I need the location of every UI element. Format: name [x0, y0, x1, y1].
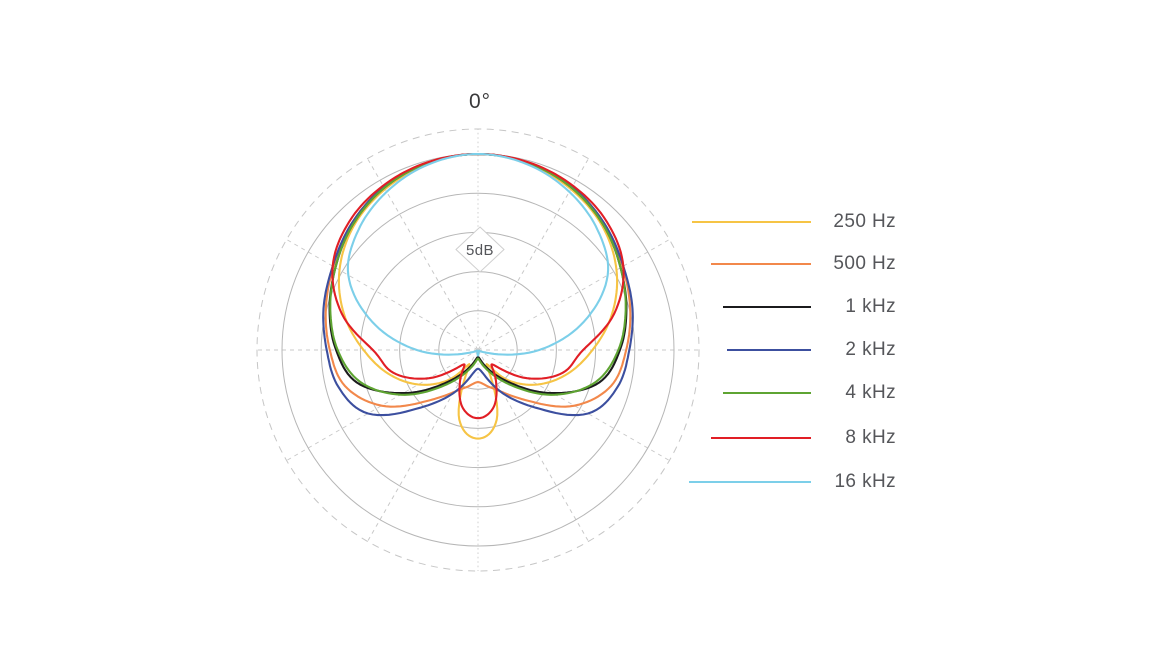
radial-gridline-30deg: [477, 158, 589, 351]
curve-16khz: [346, 152, 610, 357]
radial-gridline-240deg: [286, 349, 479, 461]
angle-label-0deg: 0°: [468, 90, 492, 113]
polar-grid-radials: [257, 129, 699, 571]
ring-minus20db: [438, 310, 518, 390]
radial-gridline-300deg: [286, 239, 479, 351]
ring-minus15db: [399, 271, 557, 429]
ring-spacing-label: 5dB: [455, 226, 505, 273]
curve-1khz: [328, 152, 628, 395]
ring-outer-dashed: [256, 128, 700, 572]
radial-gridline-60deg: [477, 239, 670, 351]
curve-8khz: [331, 152, 625, 420]
ring-label-text: 5dB: [466, 242, 494, 259]
radial-gridline-210deg: [367, 349, 479, 542]
curve-250hz: [337, 152, 619, 440]
ring-minus5db: [320, 192, 636, 508]
radial-gridline-150deg: [477, 349, 589, 542]
radial-gridline-120deg: [477, 349, 670, 461]
curve-4khz: [329, 152, 627, 396]
polar-curves: [322, 152, 634, 440]
radial-gridline-330deg: [367, 158, 479, 351]
ring-label-diamond: [455, 226, 505, 273]
